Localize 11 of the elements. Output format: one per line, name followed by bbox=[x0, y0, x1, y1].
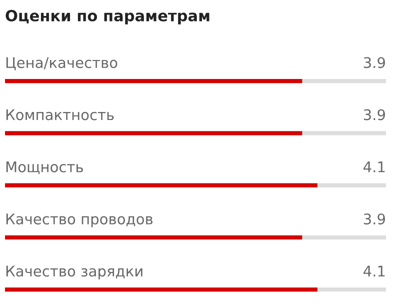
data-label: 3.9 bbox=[364, 57, 385, 68]
y-tick-label: Цена/качество bbox=[6, 57, 118, 70]
y-tick-label: Качество зарядки bbox=[6, 266, 142, 280]
data-label: 4.1 bbox=[364, 266, 385, 276]
data-label: 3.9 bbox=[364, 213, 385, 224]
data-label: 3.9 bbox=[364, 109, 385, 120]
data-label: 4.1 bbox=[364, 162, 385, 172]
y-tick-label: Мощность bbox=[6, 162, 83, 174]
y-tick-label: Компактность bbox=[6, 109, 114, 120]
chart-title: Оценки по параметрам bbox=[6, 10, 210, 24]
y-tick-label: Качество проводов bbox=[6, 214, 153, 228]
